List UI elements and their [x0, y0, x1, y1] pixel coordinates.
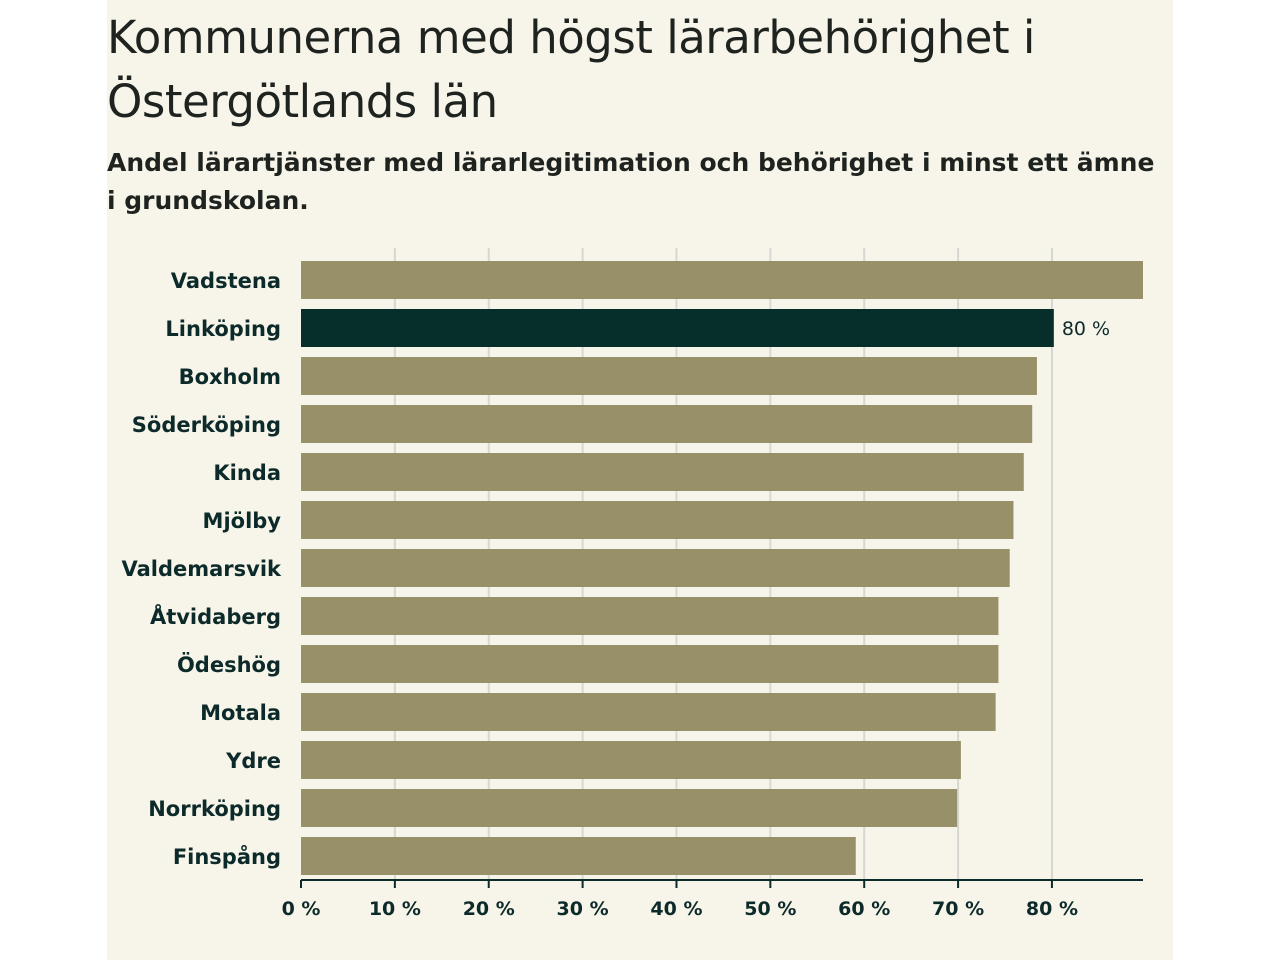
bar [301, 837, 856, 875]
bar [301, 741, 961, 779]
category-label: Vadstena [171, 269, 281, 293]
bar [301, 453, 1024, 491]
x-tick-label: 50 % [744, 898, 796, 920]
category-label: Åtvidaberg [150, 604, 281, 629]
data-label: 80 % [1062, 318, 1110, 340]
category-label: Valdemarsvik [121, 557, 282, 581]
category-label: Ydre [225, 749, 281, 773]
category-label: Linköping [165, 317, 281, 341]
category-label: Boxholm [179, 365, 281, 389]
bar [301, 405, 1033, 443]
x-tick-label: 60 % [838, 898, 890, 920]
x-tick-label: 0 % [282, 898, 321, 920]
x-tick-label: 10 % [369, 898, 421, 920]
category-label: Ödeshög [177, 652, 281, 677]
x-tick-label: 30 % [557, 898, 609, 920]
bar [301, 357, 1037, 395]
x-tick-label: 20 % [463, 898, 515, 920]
bar [301, 549, 1010, 587]
bar [301, 309, 1054, 347]
x-tick-label: 80 % [1026, 898, 1078, 920]
bar [301, 261, 1143, 299]
x-tick-label: 70 % [932, 898, 984, 920]
category-label: Mjölby [203, 509, 282, 533]
category-label: Motala [200, 701, 281, 725]
bar [301, 693, 996, 731]
bar [301, 645, 999, 683]
x-tick-label: 40 % [650, 898, 702, 920]
category-label: Söderköping [132, 413, 281, 437]
category-label: Finspång [173, 844, 281, 869]
bar [301, 789, 958, 827]
chart-subtitle: Andel lärartjänster med lärarlegitimatio… [107, 148, 1155, 215]
category-label: Kinda [213, 461, 281, 485]
bar [301, 597, 999, 635]
bar [301, 501, 1014, 539]
category-label: Norrköping [148, 797, 281, 821]
chart-title: Kommunerna med högst lärarbehörighet i Ö… [107, 11, 1035, 128]
